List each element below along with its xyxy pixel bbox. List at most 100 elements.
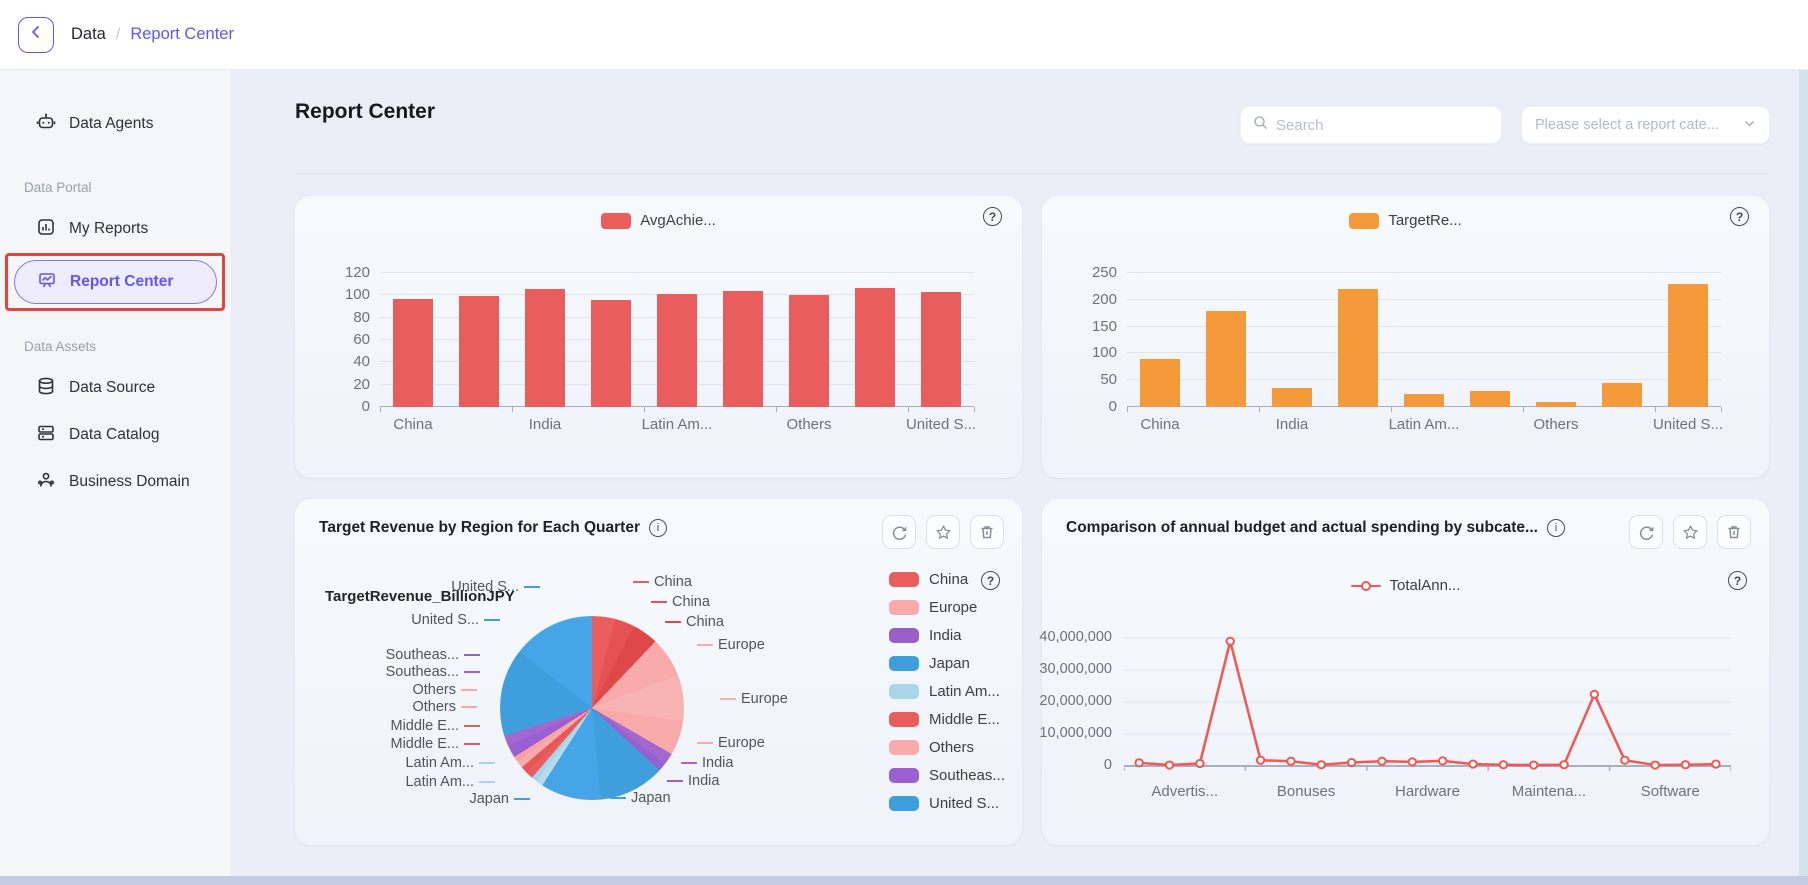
legend-label: TargetRe... <box>1388 212 1462 229</box>
card-title: Comparison of annual budget and actual s… <box>1066 519 1538 536</box>
sidebar-item-business-domain[interactable]: Business Domain <box>0 462 231 502</box>
pie-legend-item[interactable]: Latin Am... <box>889 683 1005 700</box>
callout-text: China <box>686 614 724 630</box>
pie-chart <box>500 616 684 800</box>
pie-legend-item[interactable]: Southeas... <box>889 767 1005 784</box>
bar <box>854 287 896 407</box>
refresh-button[interactable] <box>882 515 916 549</box>
data-point <box>1437 756 1448 766</box>
favorite-star-button[interactable] <box>1673 515 1707 549</box>
callout-text: Southeas... <box>385 647 459 663</box>
sidebar-item-data-catalog[interactable]: Data Catalog <box>0 415 231 455</box>
help-icon[interactable]: ? <box>983 207 1002 226</box>
bar-chart-plot: 0 20 40 60 80 100 120 China India Latin Am... Othe… <box>345 264 976 433</box>
data-point <box>1164 760 1175 770</box>
sidebar-item-report-center[interactable]: Report Center <box>14 260 217 304</box>
x-axis-category-label: Latin Am... <box>641 416 713 433</box>
search-box[interactable] <box>1240 106 1502 144</box>
chart-card-avg-achievement: AvgAchie... ? 0 20 40 60 80 100 120 China India L… <box>295 196 1022 478</box>
pie-callout-label: Japan <box>469 791 530 807</box>
callout-text: Europe <box>718 735 765 751</box>
bar <box>788 295 830 407</box>
legend-label: Southeas... <box>929 767 1005 784</box>
data-point <box>1195 758 1205 769</box>
bar-slot <box>842 273 908 407</box>
sidebar-active-wrapper: Report Center <box>0 253 231 311</box>
callout-text: Latin Am... <box>405 774 474 790</box>
leader-line <box>720 698 736 700</box>
bar-slot <box>1391 273 1457 407</box>
pie-callout-label: Southeas... <box>386 647 480 663</box>
bar <box>920 291 962 407</box>
bar-chart-plot: 0 50 100 150 200 250 China India Latin Am... Othe… <box>1092 264 1723 433</box>
pie-callout-label: United S... <box>411 612 500 628</box>
pie-callout-label: India <box>667 773 719 789</box>
bar <box>1139 358 1181 407</box>
help-icon[interactable]: ? <box>1728 571 1747 590</box>
x-axis-tick <box>643 407 645 412</box>
bar <box>656 294 698 407</box>
vertical-scrollbar[interactable] <box>1799 70 1808 885</box>
leader-line <box>697 742 713 744</box>
info-icon[interactable]: i <box>648 519 667 537</box>
pie-legend-item[interactable]: China <box>889 571 1005 588</box>
chart-legend[interactable]: TotalAnn... <box>1042 577 1769 594</box>
bar-slot <box>1193 273 1259 407</box>
line-chart-svg <box>1124 636 1731 771</box>
pie-legend-item[interactable]: India <box>889 627 1005 644</box>
callout-text: China <box>654 574 692 590</box>
bar <box>1271 388 1313 407</box>
person-network-icon <box>36 470 56 495</box>
data-point <box>1225 636 1235 646</box>
pie-legend-item[interactable]: Europe <box>889 599 1005 616</box>
legend-label: AvgAchie... <box>640 212 716 229</box>
sidebar-item-label: My Reports <box>69 220 149 237</box>
bar-slot <box>512 273 578 407</box>
data-point <box>1589 689 1600 699</box>
pie-callout-label: Latin Am... <box>405 774 495 790</box>
data-point <box>1711 759 1721 769</box>
help-icon[interactable]: ? <box>1730 207 1749 226</box>
delete-trash-button[interactable] <box>1717 515 1751 549</box>
legend-swatch <box>889 712 919 727</box>
pie-legend-item[interactable]: Japan <box>889 655 1005 672</box>
pie-legend-item[interactable]: Middle E... <box>889 711 1005 728</box>
x-axis-category-label: Maintena... <box>1511 783 1586 800</box>
y-axis-tick-label: 100 <box>1091 344 1117 362</box>
chart-legend[interactable]: AvgAchie... <box>295 212 1022 229</box>
sidebar-item-data-source[interactable]: Data Source <box>0 368 231 408</box>
sidebar-item-label: Business Domain <box>69 473 190 490</box>
y-axis-tick-label: 80 <box>353 308 370 326</box>
report-category-select[interactable]: Please select a report cate... <box>1521 106 1770 144</box>
x-axis-tick <box>1127 407 1128 412</box>
refresh-button[interactable] <box>1629 515 1663 549</box>
breadcrumb-section[interactable]: Data <box>71 25 106 43</box>
database-icon <box>36 376 56 401</box>
chart-card-target-revenue: TargetRe... ? 0 50 100 150 200 250 China India L… <box>1042 196 1769 478</box>
sidebar-item-my-reports[interactable]: My Reports <box>0 209 231 249</box>
bar-slot <box>908 273 974 407</box>
data-point <box>1680 760 1691 770</box>
pie-legend-item[interactable]: United S... <box>889 795 1005 812</box>
leader-line <box>479 781 495 783</box>
data-point <box>1498 760 1509 770</box>
sidebar-item-label: Data Agents <box>69 115 154 132</box>
leader-line <box>514 798 530 800</box>
bar-series <box>1127 273 1721 407</box>
back-button[interactable] <box>18 16 54 53</box>
page-title: Report Center <box>295 100 436 123</box>
favorite-star-button[interactable] <box>926 515 960 549</box>
horizontal-scrollbar[interactable] <box>0 876 1808 885</box>
chart-legend[interactable]: TargetRe... <box>1042 212 1769 229</box>
data-point <box>1468 759 1478 769</box>
sidebar-item-data-agents[interactable]: Data Agents <box>0 104 231 144</box>
help-icon[interactable]: ? <box>981 571 1000 590</box>
callout-text: Middle E... <box>390 718 460 734</box>
search-input[interactable] <box>1276 116 1489 134</box>
info-icon[interactable]: i <box>1546 519 1565 537</box>
pie-callout-label: Japan <box>610 790 671 806</box>
delete-trash-button[interactable] <box>970 515 1004 549</box>
legend-swatch <box>889 684 919 699</box>
legend-label: India <box>929 627 962 644</box>
pie-legend-item[interactable]: Others <box>889 739 1005 756</box>
